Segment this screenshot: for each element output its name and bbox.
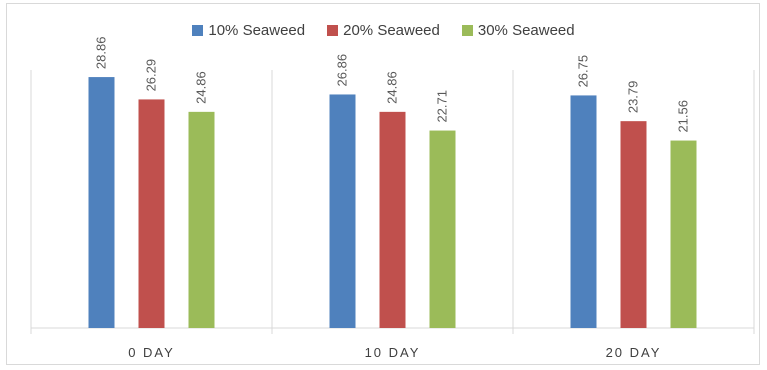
legend-item-10-seaweed: 10% Seaweed	[192, 22, 305, 39]
data-label: 24.86	[194, 71, 209, 104]
legend-label: 10% Seaweed	[208, 22, 306, 39]
bar	[670, 140, 697, 328]
data-label: 26.29	[144, 59, 159, 92]
bar	[429, 130, 456, 328]
bar	[88, 77, 115, 328]
x-tick-label: 20 DAY	[606, 345, 662, 360]
legend-label: 30% Seaweed	[477, 22, 575, 39]
data-label: 21.56	[676, 100, 691, 133]
bar	[379, 111, 406, 328]
data-label: 28.86	[94, 37, 109, 70]
data-label: 26.75	[576, 55, 591, 88]
data-label: 22.71	[435, 90, 450, 123]
legend-item-20-seaweed: 20% Seaweed	[327, 22, 440, 39]
bar	[620, 121, 647, 328]
data-label: 23.79	[626, 81, 641, 114]
bar	[138, 99, 165, 328]
legend-item-30-seaweed: 30% Seaweed	[461, 22, 575, 39]
bar	[188, 111, 215, 328]
bar	[570, 95, 597, 328]
chart-legend: 10% Seaweed 20% Seaweed 30% Seaweed	[0, 22, 767, 39]
data-label: 26.86	[335, 54, 350, 87]
legend-swatch	[327, 25, 339, 36]
bar	[329, 94, 356, 328]
data-label: 24.86	[385, 71, 400, 104]
legend-swatch	[461, 25, 473, 36]
x-tick-label: 10 DAY	[365, 345, 421, 360]
legend-swatch	[192, 25, 204, 36]
x-tick-label: 0 DAY	[128, 345, 175, 360]
legend-label: 20% Seaweed	[343, 22, 440, 39]
